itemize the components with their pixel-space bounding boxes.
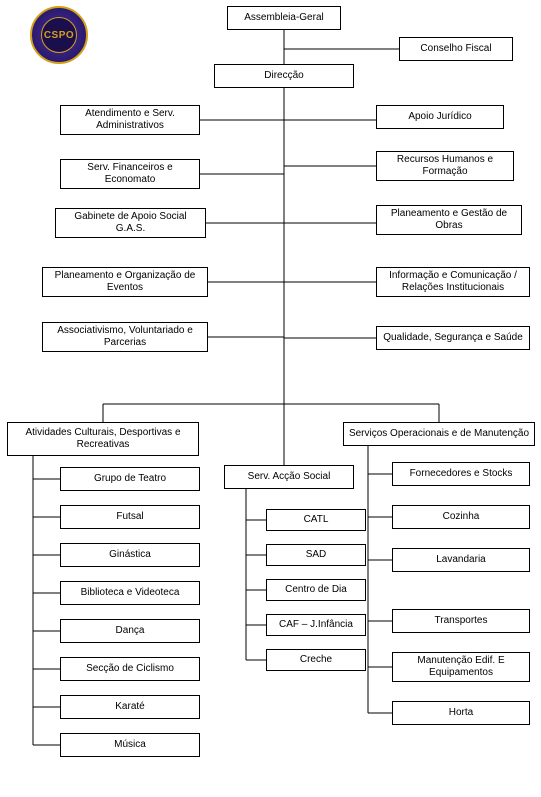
org-box-label: Conselho Fiscal xyxy=(420,43,491,56)
org-box-o4: Transportes xyxy=(392,609,530,633)
org-box-label: Ginástica xyxy=(109,549,151,562)
org-box-s3: Centro de Dia xyxy=(266,579,366,601)
org-box-o5: Manutenção Edif. E Equipamentos xyxy=(392,652,530,682)
org-box-label: Futsal xyxy=(116,511,143,524)
org-box-label: Transportes xyxy=(435,615,488,628)
org-box-a8: Música xyxy=(60,733,200,757)
org-box-label: Serviços Operacionais e de Manutenção xyxy=(349,428,529,441)
org-box-label: Qualidade, Segurança e Saúde xyxy=(383,332,523,345)
org-box-label: Biblioteca e Videoteca xyxy=(81,587,180,600)
org-box-conselho: Conselho Fiscal xyxy=(399,37,513,61)
org-box-a3: Ginástica xyxy=(60,543,200,567)
org-box-label: Creche xyxy=(300,654,332,667)
org-box-label: Karaté xyxy=(115,701,144,714)
org-box-label: Gabinete de Apoio Social G.A.S. xyxy=(60,211,201,236)
org-box-label: Fornecedores e Stocks xyxy=(410,468,513,481)
org-box-r1: Apoio Jurídico xyxy=(376,105,504,129)
org-box-s1: CATL xyxy=(266,509,366,531)
org-box-direccao: Direcção xyxy=(214,64,354,88)
org-box-l1: Atendimento e Serv. Administrativos xyxy=(60,105,200,135)
org-box-label: Lavandaria xyxy=(436,554,485,567)
org-box-a6: Secção de Ciclismo xyxy=(60,657,200,681)
org-box-label: Centro de Dia xyxy=(285,584,347,597)
org-box-col3: Serviços Operacionais e de Manutenção xyxy=(343,422,535,446)
org-box-r4: Informação e Comunicação / Relações Inst… xyxy=(376,267,530,297)
org-box-o3: Lavandaria xyxy=(392,548,530,572)
org-box-s4: CAF – J.Infância xyxy=(266,614,366,636)
org-box-label: Atividades Culturais, Desportivas e Recr… xyxy=(12,427,194,452)
org-box-label: Secção de Ciclismo xyxy=(86,663,174,676)
org-box-a4: Biblioteca e Videoteca xyxy=(60,581,200,605)
org-box-label: Recursos Humanos e Formação xyxy=(381,154,509,179)
org-box-assembleia: Assembleia-Geral xyxy=(227,6,341,30)
org-box-label: CAF – J.Infância xyxy=(279,619,353,632)
org-box-label: Dança xyxy=(116,625,145,638)
org-box-r3: Planeamento e Gestão de Obras xyxy=(376,205,522,235)
org-box-s5: Creche xyxy=(266,649,366,671)
org-box-label: Serv. Financeiros e Economato xyxy=(65,162,195,187)
org-box-o6: Horta xyxy=(392,701,530,725)
org-box-label: Grupo de Teatro xyxy=(94,473,166,486)
org-box-a5: Dança xyxy=(60,619,200,643)
org-box-label: Horta xyxy=(449,707,473,720)
org-box-o1: Fornecedores e Stocks xyxy=(392,462,530,486)
org-box-o2: Cozinha xyxy=(392,505,530,529)
org-box-label: Associativismo, Voluntariado e Parcerias xyxy=(47,325,203,350)
cspo-logo: CSPO xyxy=(30,6,88,64)
org-box-col1: Atividades Culturais, Desportivas e Recr… xyxy=(7,422,199,456)
org-box-label: SAD xyxy=(306,549,327,562)
org-box-col2: Serv. Acção Social xyxy=(224,465,354,489)
org-box-label: Música xyxy=(114,739,146,752)
org-box-l4: Planeamento e Organização de Eventos xyxy=(42,267,208,297)
org-box-label: Informação e Comunicação / Relações Inst… xyxy=(381,270,525,295)
org-box-label: Apoio Jurídico xyxy=(408,111,471,124)
org-box-label: Direcção xyxy=(264,70,303,83)
logo-text: CSPO xyxy=(41,17,77,53)
org-box-l5: Associativismo, Voluntariado e Parcerias xyxy=(42,322,208,352)
org-box-label: Planeamento e Gestão de Obras xyxy=(381,208,517,233)
org-box-r2: Recursos Humanos e Formação xyxy=(376,151,514,181)
org-box-r5: Qualidade, Segurança e Saúde xyxy=(376,326,530,350)
org-box-label: Planeamento e Organização de Eventos xyxy=(47,270,203,295)
org-box-label: Serv. Acção Social xyxy=(248,471,331,484)
org-box-s2: SAD xyxy=(266,544,366,566)
org-box-label: Atendimento e Serv. Administrativos xyxy=(65,108,195,133)
org-box-label: Assembleia-Geral xyxy=(244,12,323,25)
org-box-label: Cozinha xyxy=(443,511,480,524)
org-box-l3: Gabinete de Apoio Social G.A.S. xyxy=(55,208,206,238)
org-box-a2: Futsal xyxy=(60,505,200,529)
org-box-a1: Grupo de Teatro xyxy=(60,467,200,491)
org-box-a7: Karaté xyxy=(60,695,200,719)
org-box-label: Manutenção Edif. E Equipamentos xyxy=(397,655,525,680)
org-box-label: CATL xyxy=(304,514,329,527)
org-box-l2: Serv. Financeiros e Economato xyxy=(60,159,200,189)
